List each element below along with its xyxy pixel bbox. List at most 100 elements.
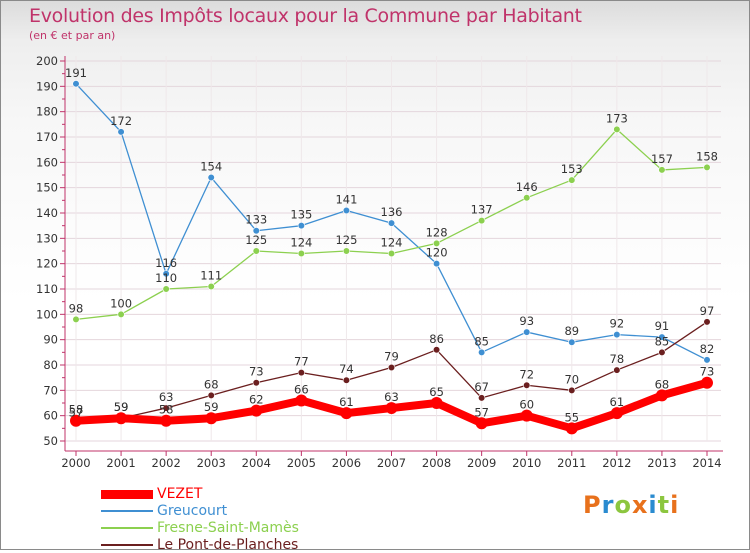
data-point <box>478 348 486 356</box>
data-point <box>252 247 260 255</box>
data-label: 111 <box>200 268 222 282</box>
data-label: 57 <box>474 405 489 419</box>
data-label: 59 <box>114 400 129 414</box>
data-point <box>523 328 531 336</box>
data-point <box>658 166 666 174</box>
data-point <box>70 414 82 427</box>
x-tick-label: 2001 <box>106 456 135 470</box>
data-label: 66 <box>294 382 309 396</box>
data-point <box>387 363 396 372</box>
y-tick-label: 180 <box>36 105 58 119</box>
data-label: 82 <box>700 342 715 356</box>
data-point <box>430 397 443 409</box>
y-tick-label: 50 <box>43 434 58 448</box>
data-point <box>340 407 353 420</box>
data-label: 85 <box>474 334 489 348</box>
data-point <box>297 249 305 258</box>
data-label: 158 <box>696 149 718 163</box>
data-point <box>475 417 488 430</box>
data-point <box>117 310 125 318</box>
data-label: 91 <box>655 319 670 333</box>
logo-letter: x <box>631 491 649 519</box>
data-label: 153 <box>561 162 583 176</box>
x-tick-label: 2010 <box>512 456 541 470</box>
x-tick-label: 2006 <box>332 456 361 470</box>
y-tick-label: 110 <box>36 282 58 296</box>
x-tick-label: 2004 <box>242 456 271 470</box>
data-label: 73 <box>700 365 715 379</box>
data-label: 63 <box>159 390 174 404</box>
data-label: 173 <box>606 111 628 125</box>
y-tick-label: 90 <box>43 333 58 347</box>
data-label: 125 <box>335 233 357 247</box>
data-point <box>703 163 711 171</box>
data-point <box>207 282 215 291</box>
data-label: 85 <box>655 334 670 348</box>
data-point <box>432 346 441 354</box>
data-point <box>72 315 80 324</box>
data-label: 67 <box>474 380 489 394</box>
data-label: 100 <box>110 296 132 310</box>
y-tick-label: 150 <box>36 181 58 195</box>
logo-letter: i <box>670 491 680 519</box>
data-label: 137 <box>471 203 493 217</box>
data-label: 93 <box>519 314 534 328</box>
data-point <box>252 379 260 387</box>
x-tick-label: 2003 <box>197 456 226 470</box>
data-point <box>207 173 215 182</box>
data-label: 58 <box>159 403 174 417</box>
data-label: 110 <box>155 271 177 285</box>
y-tick-label: 70 <box>43 383 58 397</box>
data-point <box>342 247 351 255</box>
legend-swatch <box>101 527 153 529</box>
data-label: 65 <box>429 385 444 399</box>
data-label: 79 <box>384 350 399 364</box>
data-label: 146 <box>516 180 538 194</box>
data-label: 135 <box>290 208 312 222</box>
y-tick-label: 160 <box>36 155 58 169</box>
legend-label: Greucourt <box>157 503 228 519</box>
data-label: 191 <box>65 66 87 80</box>
proxiti-logo: Proxiti <box>583 491 679 519</box>
data-label: 154 <box>200 160 222 174</box>
logo-letter: i <box>648 491 658 519</box>
data-label: 68 <box>655 377 670 391</box>
data-point <box>568 386 576 394</box>
data-label: 68 <box>204 377 219 391</box>
data-label: 89 <box>564 324 579 338</box>
data-label: 120 <box>426 246 448 260</box>
x-tick-label: 2011 <box>557 456 586 470</box>
data-label: 141 <box>335 192 357 206</box>
data-point <box>432 239 441 247</box>
data-point <box>162 404 170 412</box>
x-tick-label: 2012 <box>602 456 631 470</box>
data-label: 61 <box>339 395 354 409</box>
data-point <box>478 394 486 402</box>
data-label: 58 <box>69 403 84 417</box>
data-point <box>478 217 486 225</box>
data-point <box>117 128 125 136</box>
legend-label: Fresne-Saint-Mamès <box>157 520 299 536</box>
data-point <box>520 409 533 422</box>
data-label: 86 <box>429 332 444 346</box>
x-tick-label: 2007 <box>377 456 406 470</box>
data-label: 62 <box>249 393 264 407</box>
data-point <box>703 356 711 364</box>
data-point <box>115 412 128 425</box>
data-label: 133 <box>245 213 267 227</box>
chart-title: Evolution des Impôts locaux pour la Comm… <box>29 5 582 27</box>
data-label: 124 <box>381 236 403 250</box>
x-tick-label: 2005 <box>287 456 316 470</box>
data-label: 63 <box>384 390 399 404</box>
data-label: 136 <box>381 205 403 219</box>
data-label: 97 <box>700 304 715 318</box>
data-label: 98 <box>69 301 84 315</box>
data-label: 73 <box>249 365 264 379</box>
data-point <box>385 402 398 415</box>
data-label: 124 <box>290 236 312 250</box>
data-point <box>658 348 666 356</box>
data-point <box>387 249 396 258</box>
data-point <box>252 227 260 235</box>
data-label: 59 <box>114 400 129 414</box>
